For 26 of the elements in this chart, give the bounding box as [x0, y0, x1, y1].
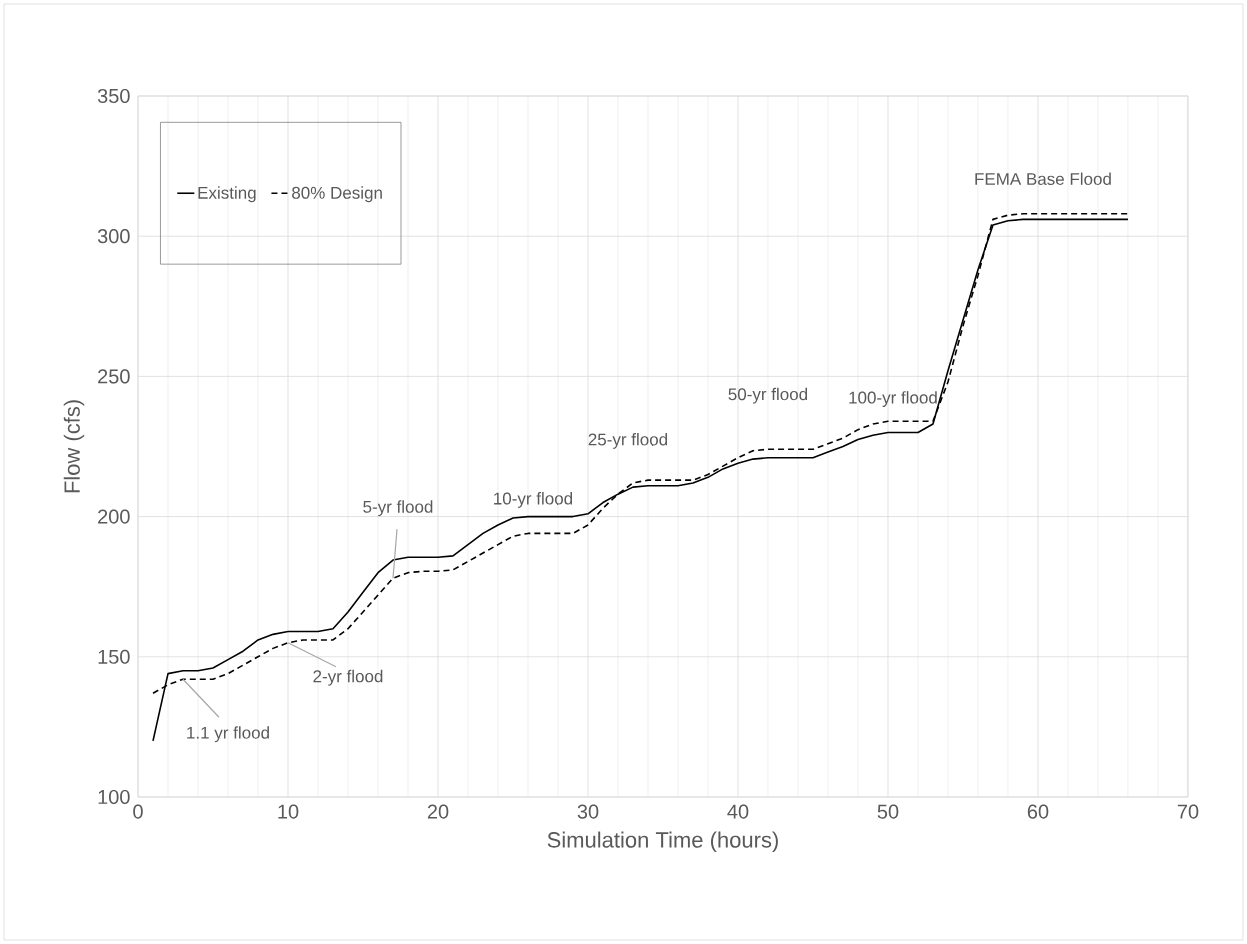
- legend-label: 80% Design: [292, 186, 382, 203]
- x-tick-label: 50: [877, 804, 899, 819]
- annotation: 25-yr flood: [588, 433, 668, 449]
- x-tick-label: 70: [1177, 804, 1199, 819]
- y-tick-label: 150: [98, 649, 130, 664]
- y-tick-label: 100: [98, 789, 130, 805]
- annotation: 10-yr flood: [494, 492, 573, 508]
- annotation: 5-yr flood: [363, 500, 433, 517]
- x-tick-label: 20: [427, 804, 449, 819]
- y-tick-label: 350: [97, 88, 130, 104]
- x-tick-label: 60: [1027, 804, 1049, 819]
- annotation: 2-yr flood: [313, 669, 383, 686]
- x-tick-label: 40: [727, 804, 749, 819]
- y-axis-title: Flow (cfs): [63, 400, 85, 493]
- y-tick-label: 300: [97, 229, 130, 244]
- annotation: 1.1 yr flood: [187, 726, 269, 743]
- annotation: 100-yr flood: [849, 391, 937, 407]
- x-axis-title: Simulation Time (hours): [547, 831, 778, 853]
- x-tick-label: 10: [278, 804, 299, 819]
- annotation: 50-yr flood: [728, 387, 808, 404]
- annotation: FEMA Base Flood: [975, 172, 1111, 185]
- x-tick-label: 0: [133, 804, 143, 819]
- legend-label: Existing: [198, 186, 256, 203]
- x-tick-label: 30: [577, 804, 599, 819]
- y-tick-label: 200: [98, 509, 130, 524]
- y-tick-label: 250: [98, 369, 130, 384]
